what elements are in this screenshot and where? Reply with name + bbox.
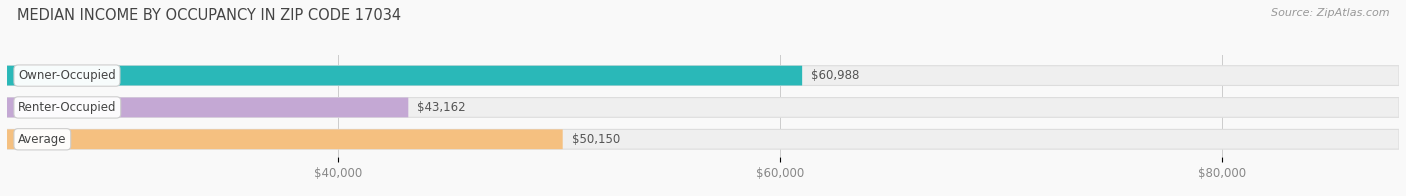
Text: $60,988: $60,988: [811, 69, 859, 82]
Text: Owner-Occupied: Owner-Occupied: [18, 69, 115, 82]
FancyBboxPatch shape: [7, 66, 803, 85]
FancyBboxPatch shape: [7, 98, 1399, 117]
FancyBboxPatch shape: [7, 98, 408, 117]
Text: Average: Average: [18, 133, 66, 146]
FancyBboxPatch shape: [7, 129, 562, 149]
Text: Source: ZipAtlas.com: Source: ZipAtlas.com: [1271, 8, 1389, 18]
Text: MEDIAN INCOME BY OCCUPANCY IN ZIP CODE 17034: MEDIAN INCOME BY OCCUPANCY IN ZIP CODE 1…: [17, 8, 401, 23]
FancyBboxPatch shape: [7, 66, 1399, 85]
FancyBboxPatch shape: [7, 129, 1399, 149]
Text: $43,162: $43,162: [418, 101, 465, 114]
Text: Renter-Occupied: Renter-Occupied: [18, 101, 117, 114]
Text: $50,150: $50,150: [571, 133, 620, 146]
